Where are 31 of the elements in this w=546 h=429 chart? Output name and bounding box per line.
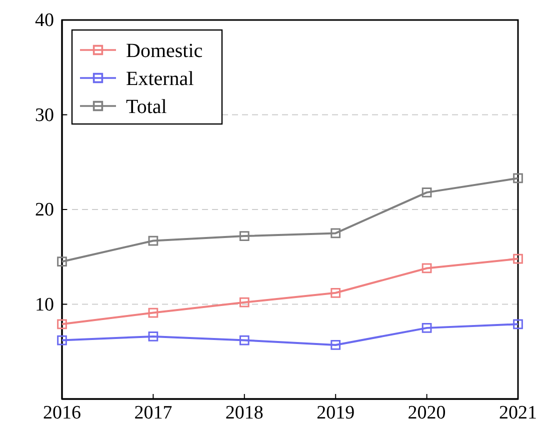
point bbox=[239, 335, 250, 346]
point bbox=[422, 263, 432, 274]
point bbox=[239, 297, 250, 308]
point bbox=[513, 319, 523, 330]
point bbox=[330, 288, 341, 298]
point bbox=[513, 254, 523, 264]
point bbox=[57, 256, 67, 267]
point bbox=[513, 173, 523, 184]
x-tick-label: 2019 bbox=[316, 402, 355, 424]
point bbox=[330, 340, 341, 350]
point bbox=[330, 228, 341, 238]
y-tick-label: 30 bbox=[35, 104, 54, 126]
x-tick-label: 2018 bbox=[225, 402, 264, 424]
x-tick-label: 2017 bbox=[134, 402, 172, 424]
x-tick-label: 2021 bbox=[499, 402, 537, 424]
y-tick-label: 10 bbox=[35, 294, 54, 316]
point bbox=[57, 319, 67, 330]
point bbox=[148, 236, 158, 246]
point bbox=[422, 323, 432, 333]
x-tick-label: 2016 bbox=[43, 402, 81, 424]
legend-label: External bbox=[126, 68, 194, 90]
point bbox=[422, 188, 432, 198]
point bbox=[239, 231, 250, 241]
y-tick-label: 20 bbox=[35, 200, 54, 221]
point bbox=[148, 332, 158, 342]
legend-label: Domestic bbox=[126, 40, 203, 62]
point bbox=[148, 308, 158, 318]
x-tick-label: 2020 bbox=[408, 402, 446, 424]
point bbox=[57, 335, 67, 346]
y-tick-label: 40 bbox=[35, 10, 54, 32]
legend-label: Total bbox=[126, 96, 168, 118]
